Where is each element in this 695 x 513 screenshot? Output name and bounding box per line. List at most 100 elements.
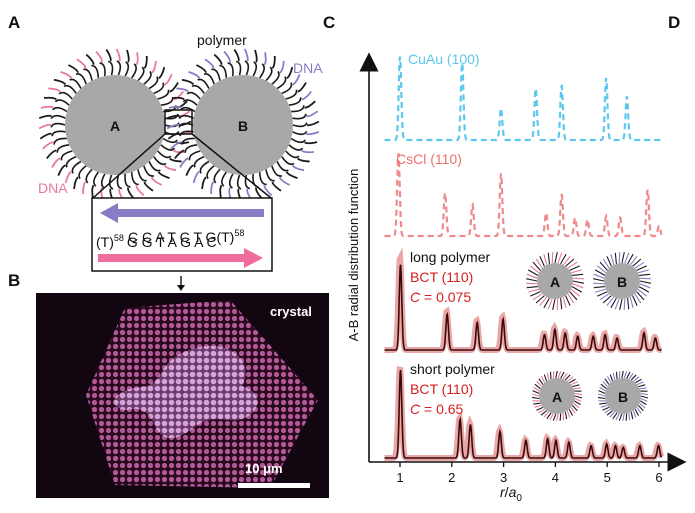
down-arrow-head — [177, 285, 185, 291]
long-polymer-title: long polymer — [410, 249, 490, 265]
inset-ligand — [639, 277, 651, 280]
polymer-strand — [157, 89, 170, 100]
short-polymer-c: C = 0.65 — [410, 401, 464, 417]
inset-ligand — [526, 282, 538, 285]
dna-strand — [296, 157, 310, 163]
inset-ligand — [610, 297, 617, 309]
dna-strand — [306, 110, 319, 118]
polymer-strand — [276, 161, 289, 172]
polymer-strand — [153, 156, 167, 166]
series-label-cuau: CuAu (100) — [408, 51, 480, 67]
polymer-strand — [91, 64, 100, 78]
dna-label-left: DNA — [38, 180, 68, 196]
inset-ligand — [569, 291, 578, 301]
dna-strand — [174, 149, 185, 160]
inset-ligand — [567, 261, 578, 269]
polymer-strand — [143, 70, 152, 85]
dna-strand — [306, 120, 320, 127]
dna-strand — [297, 82, 307, 93]
dna-strand — [171, 96, 185, 101]
x-label-subscript: 0 — [516, 493, 522, 504]
dna-strand — [158, 66, 166, 80]
polymer-strand — [292, 113, 307, 120]
strand-top: C C A T C T G(T)58 — [128, 228, 244, 245]
inset-ligand — [538, 378, 544, 385]
inset-ligand — [562, 296, 567, 308]
x-ticks: 1 2 3 4 5 6 — [396, 462, 663, 485]
polymer-strand — [211, 68, 221, 81]
inset-ligand — [636, 265, 647, 271]
dna-strand — [181, 78, 195, 86]
series-layer — [384, 56, 665, 461]
polymer-strand — [291, 105, 305, 113]
short-polymer-c-value: = 0.65 — [420, 401, 463, 417]
series-line-short-polymer-simulation — [384, 369, 663, 459]
inset-ligand — [567, 293, 575, 304]
polymer-strand — [53, 137, 67, 145]
long-polymer-lattice: BCT (110) — [410, 269, 473, 285]
series-line-cuau — [384, 56, 662, 142]
inset-ligand — [574, 392, 583, 396]
inset-ligand — [546, 372, 550, 381]
polymer-strand — [137, 66, 145, 82]
dna-strand — [64, 170, 72, 184]
polymer-strand — [252, 61, 258, 77]
inset-ligand — [543, 374, 548, 382]
inset-ligand — [543, 297, 550, 309]
inset-ligand — [596, 265, 607, 274]
particle-b — [193, 75, 293, 175]
dna-strand — [135, 185, 145, 197]
x-label-a: a — [509, 484, 517, 500]
inset-ligand — [623, 298, 626, 310]
inset-ligand — [572, 283, 584, 289]
inset-ligand — [562, 372, 568, 380]
dna-strand — [135, 52, 139, 66]
inset-ligand — [536, 380, 543, 387]
dna-strand-arrow-pink — [98, 248, 263, 268]
inset-ligand — [636, 291, 645, 301]
dna-strand — [68, 64, 79, 74]
particle-a — [65, 75, 165, 175]
polymer-strand — [213, 168, 221, 184]
inset-ligand — [636, 407, 642, 414]
panel-a-schematic: A B polymer DNA DNA C C A T C T G(T)58 (… — [38, 32, 323, 291]
dna-strand — [223, 50, 231, 63]
inset-ligand — [630, 374, 637, 381]
dna-strand — [82, 181, 87, 195]
polymer-strand — [236, 174, 242, 190]
panel-letter-c: C — [323, 13, 335, 32]
inset-ligand — [632, 410, 637, 418]
inset-ligand — [593, 286, 605, 289]
inset-short-particle-a — [539, 378, 575, 414]
dna-strand — [201, 176, 207, 190]
dna-strand — [126, 49, 130, 63]
polymer-strand — [160, 144, 176, 151]
inset-short-label-a: A — [552, 389, 562, 405]
scale-bar — [238, 483, 310, 488]
inset-ligand — [559, 413, 562, 421]
inset-ligand — [543, 254, 548, 266]
polymer-strand — [130, 172, 139, 186]
dna-strand — [38, 114, 53, 119]
inset-ligand — [606, 256, 612, 267]
polymer-strand — [219, 64, 228, 78]
inset-ligand — [533, 402, 541, 405]
inset-ligand — [639, 280, 652, 284]
inset-ligand — [637, 405, 644, 412]
inset-ligand — [552, 413, 557, 421]
dna-strand — [263, 185, 273, 197]
inset-ligand — [566, 410, 571, 418]
inset-ligand — [599, 402, 607, 405]
x-tick-label: 1 — [396, 470, 403, 485]
inset-ligand — [529, 265, 540, 274]
inset-ligand — [571, 286, 583, 293]
strand-bottom-superscript: 58 — [114, 233, 124, 243]
polymer-strand — [164, 122, 180, 128]
polymer-strand — [281, 156, 295, 166]
polymer-strand — [285, 150, 300, 159]
dna-strand — [188, 71, 201, 79]
inset-short-polymer — [531, 370, 649, 422]
polymer-strand — [99, 62, 106, 77]
polymer-strand — [292, 122, 308, 128]
crystal-domain — [114, 346, 258, 439]
